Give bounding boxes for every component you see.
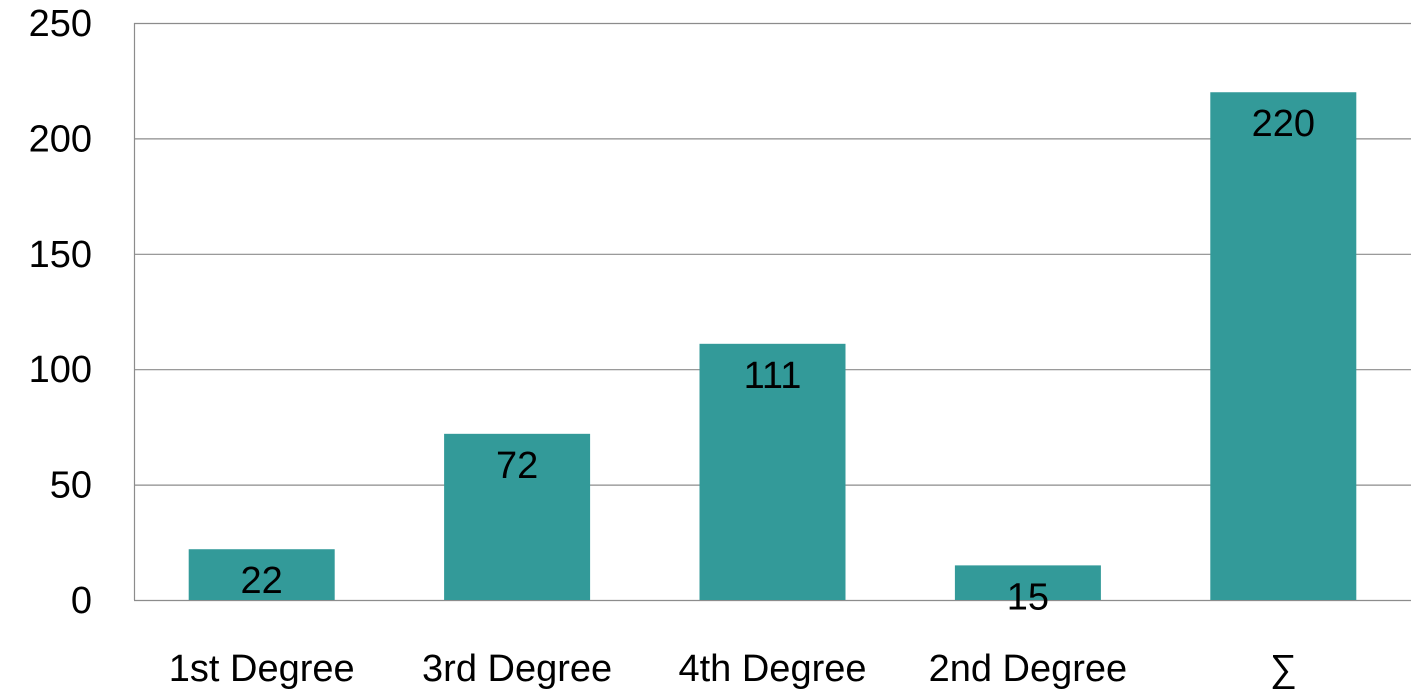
bar <box>444 433 591 600</box>
x-tick-label: 2nd Degree <box>929 648 1128 690</box>
data-labels: 22 72 111 15 220 <box>241 103 1315 618</box>
x-tick-label: 3rd Degree <box>422 648 612 690</box>
y-tick-label: 50 <box>50 465 92 507</box>
data-label: 72 <box>496 445 538 487</box>
data-label: 220 <box>1252 103 1315 145</box>
y-axis-ticks: 0 50 100 150 200 250 <box>29 3 92 622</box>
x-tick-label: ∑ <box>1270 648 1297 690</box>
x-tick-label: 1st Degree <box>169 648 355 690</box>
y-tick-label: 200 <box>29 118 92 160</box>
y-tick-label: 150 <box>29 234 92 276</box>
bar <box>699 343 846 600</box>
bars <box>188 92 1357 601</box>
x-axis-ticks: 1st Degree 3rd Degree 4th Degree 2nd Degree… <box>169 648 1297 690</box>
y-tick-label: 100 <box>29 349 92 391</box>
y-tick-label: 0 <box>71 580 92 622</box>
data-label: 22 <box>241 560 283 602</box>
bar <box>954 565 1101 600</box>
data-label: 111 <box>744 355 802 397</box>
bar <box>188 549 335 600</box>
data-label: 15 <box>1007 576 1049 618</box>
bar <box>1210 92 1357 601</box>
x-tick-label: 4th Degree <box>678 648 866 690</box>
y-tick-label: 250 <box>29 3 92 45</box>
